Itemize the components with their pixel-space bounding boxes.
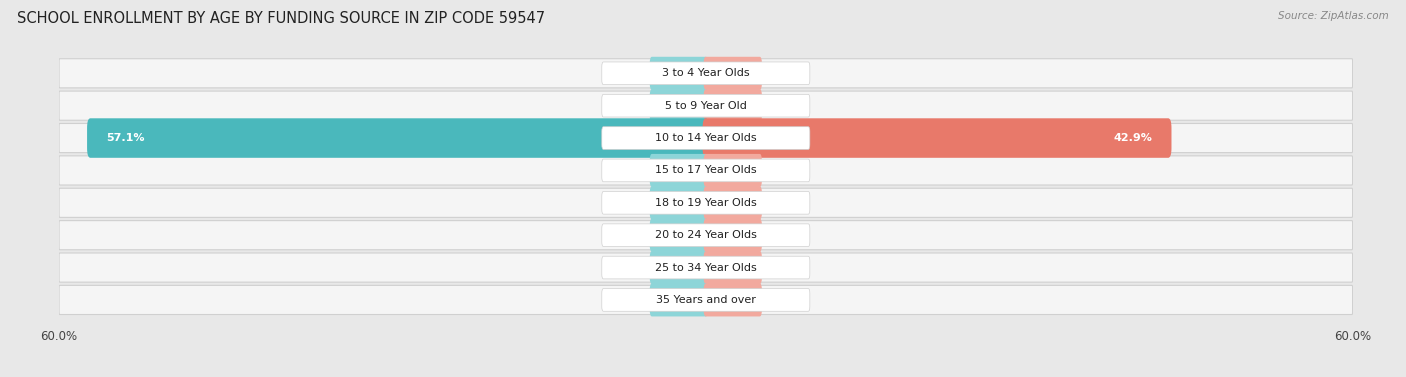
Text: 15 to 17 Year Olds: 15 to 17 Year Olds (655, 166, 756, 175)
Text: 42.9%: 42.9% (1114, 133, 1152, 143)
FancyBboxPatch shape (650, 89, 709, 122)
FancyBboxPatch shape (703, 284, 762, 316)
FancyBboxPatch shape (59, 91, 1353, 120)
FancyBboxPatch shape (703, 251, 762, 284)
Text: 5 to 9 Year Old: 5 to 9 Year Old (665, 101, 747, 111)
Text: 0.0%: 0.0% (614, 68, 644, 78)
FancyBboxPatch shape (602, 224, 810, 247)
FancyBboxPatch shape (650, 251, 709, 284)
FancyBboxPatch shape (650, 219, 709, 252)
Text: 35 Years and over: 35 Years and over (655, 295, 756, 305)
Text: 0.0%: 0.0% (614, 262, 644, 273)
Text: 0.0%: 0.0% (614, 101, 644, 111)
FancyBboxPatch shape (602, 94, 810, 117)
FancyBboxPatch shape (59, 124, 1353, 153)
FancyBboxPatch shape (650, 284, 709, 316)
FancyBboxPatch shape (87, 118, 709, 158)
Text: 0.0%: 0.0% (768, 262, 797, 273)
Text: 10 to 14 Year Olds: 10 to 14 Year Olds (655, 133, 756, 143)
FancyBboxPatch shape (59, 59, 1353, 88)
Text: SCHOOL ENROLLMENT BY AGE BY FUNDING SOURCE IN ZIP CODE 59547: SCHOOL ENROLLMENT BY AGE BY FUNDING SOUR… (17, 11, 546, 26)
FancyBboxPatch shape (59, 285, 1353, 314)
Text: Source: ZipAtlas.com: Source: ZipAtlas.com (1278, 11, 1389, 21)
FancyBboxPatch shape (703, 186, 762, 219)
Text: 57.1%: 57.1% (107, 133, 145, 143)
FancyBboxPatch shape (650, 154, 709, 187)
FancyBboxPatch shape (703, 89, 762, 122)
Text: 0.0%: 0.0% (614, 295, 644, 305)
FancyBboxPatch shape (602, 159, 810, 182)
FancyBboxPatch shape (703, 219, 762, 252)
FancyBboxPatch shape (650, 186, 709, 219)
FancyBboxPatch shape (59, 156, 1353, 185)
FancyBboxPatch shape (602, 192, 810, 214)
FancyBboxPatch shape (703, 154, 762, 187)
Text: 0.0%: 0.0% (614, 166, 644, 175)
Text: 0.0%: 0.0% (768, 295, 797, 305)
Text: 0.0%: 0.0% (614, 198, 644, 208)
Text: 3 to 4 Year Olds: 3 to 4 Year Olds (662, 68, 749, 78)
Text: 20 to 24 Year Olds: 20 to 24 Year Olds (655, 230, 756, 240)
FancyBboxPatch shape (59, 253, 1353, 282)
FancyBboxPatch shape (59, 188, 1353, 218)
FancyBboxPatch shape (602, 289, 810, 311)
Text: 25 to 34 Year Olds: 25 to 34 Year Olds (655, 262, 756, 273)
Text: 18 to 19 Year Olds: 18 to 19 Year Olds (655, 198, 756, 208)
FancyBboxPatch shape (602, 62, 810, 84)
FancyBboxPatch shape (602, 127, 810, 149)
Text: 0.0%: 0.0% (768, 230, 797, 240)
Text: 0.0%: 0.0% (614, 230, 644, 240)
FancyBboxPatch shape (703, 118, 1171, 158)
FancyBboxPatch shape (602, 256, 810, 279)
Text: 0.0%: 0.0% (768, 166, 797, 175)
Text: 0.0%: 0.0% (768, 198, 797, 208)
Text: 0.0%: 0.0% (768, 68, 797, 78)
FancyBboxPatch shape (59, 221, 1353, 250)
FancyBboxPatch shape (650, 57, 709, 90)
FancyBboxPatch shape (703, 57, 762, 90)
Text: 0.0%: 0.0% (768, 101, 797, 111)
